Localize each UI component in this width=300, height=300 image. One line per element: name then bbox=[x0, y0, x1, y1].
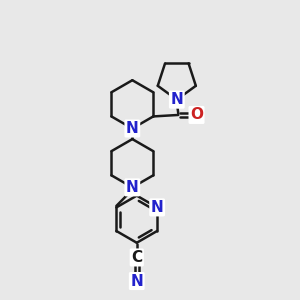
Text: C: C bbox=[131, 250, 142, 265]
Text: N: N bbox=[130, 274, 143, 289]
Text: N: N bbox=[130, 274, 143, 289]
Text: N: N bbox=[151, 200, 164, 215]
Text: N: N bbox=[126, 180, 139, 195]
Text: O: O bbox=[190, 107, 203, 122]
Text: O: O bbox=[190, 107, 203, 122]
Text: N: N bbox=[126, 121, 139, 136]
Text: N: N bbox=[126, 180, 139, 195]
Text: N: N bbox=[170, 92, 183, 107]
Text: N: N bbox=[151, 200, 164, 215]
Text: N: N bbox=[126, 121, 139, 136]
Text: C: C bbox=[131, 250, 142, 265]
Text: N: N bbox=[170, 92, 183, 107]
